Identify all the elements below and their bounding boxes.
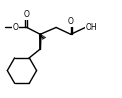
Text: O: O — [68, 17, 74, 26]
Text: OH: OH — [85, 23, 97, 32]
Text: O: O — [24, 10, 30, 19]
Text: O: O — [13, 23, 19, 32]
Polygon shape — [40, 34, 41, 49]
